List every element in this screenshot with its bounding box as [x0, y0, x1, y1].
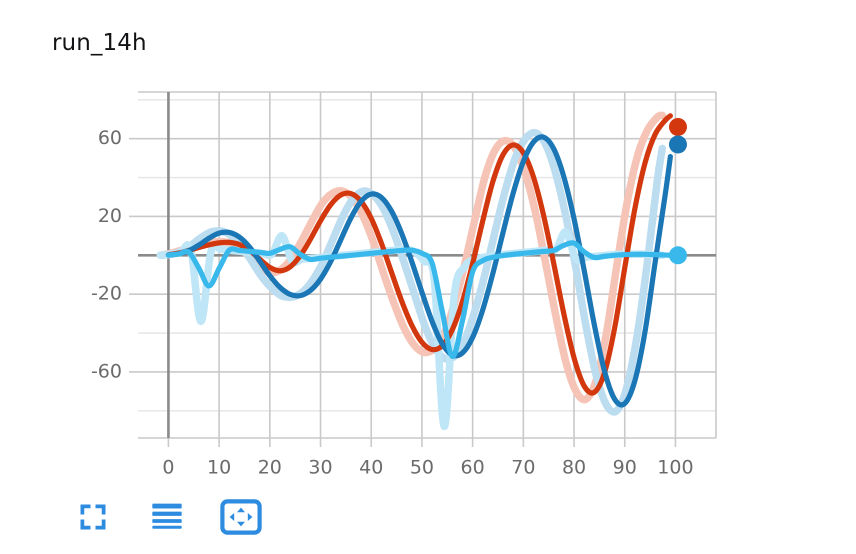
pan-icon [220, 499, 262, 535]
fullscreen-button[interactable] [70, 494, 116, 540]
endpoint-dot-series-red[interactable] [668, 117, 687, 136]
pan-button[interactable] [218, 494, 264, 540]
y-axis-tick-label: 60 [98, 127, 122, 149]
x-axis-tick-label: 10 [207, 457, 231, 479]
endpoint-dot-series-blue[interactable] [668, 135, 687, 154]
endpoint-dot-series-cyan[interactable] [668, 246, 687, 265]
x-axis-tick-label: 90 [613, 457, 637, 479]
lines-icon [152, 503, 182, 529]
line-chart-svg[interactable]: 60 20 -20 -60 0 10 20 30 40 50 60 70 80 90 100 [0, 0, 856, 490]
x-axis-tick-label: 100 [657, 457, 693, 479]
fullscreen-icon [80, 504, 106, 530]
x-axis-tick-label: 30 [308, 457, 332, 479]
y-axis-tick-label: -20 [91, 283, 122, 305]
x-axis-tick-label: 70 [511, 457, 535, 479]
x-axis-tick-label: 0 [162, 457, 174, 479]
x-axis-tick-label: 20 [258, 457, 282, 479]
page-title: run_14h [52, 30, 147, 56]
chart-plot-area[interactable]: 60 20 -20 -60 0 10 20 30 40 50 60 70 80 90 100 [0, 0, 856, 490]
x-axis-tick-label: 40 [359, 457, 383, 479]
x-axis-tick-label: 60 [461, 457, 485, 479]
lines-button[interactable] [144, 494, 190, 540]
chart-toolbar[interactable] [70, 494, 264, 540]
y-axis-tick-label: -60 [91, 360, 122, 382]
y-axis-tick-label: 20 [98, 205, 122, 227]
series-line-series-cyan[interactable] [165, 240, 673, 359]
x-axis-tick-label: 80 [562, 457, 586, 479]
x-axis-tick-label: 50 [410, 457, 434, 479]
